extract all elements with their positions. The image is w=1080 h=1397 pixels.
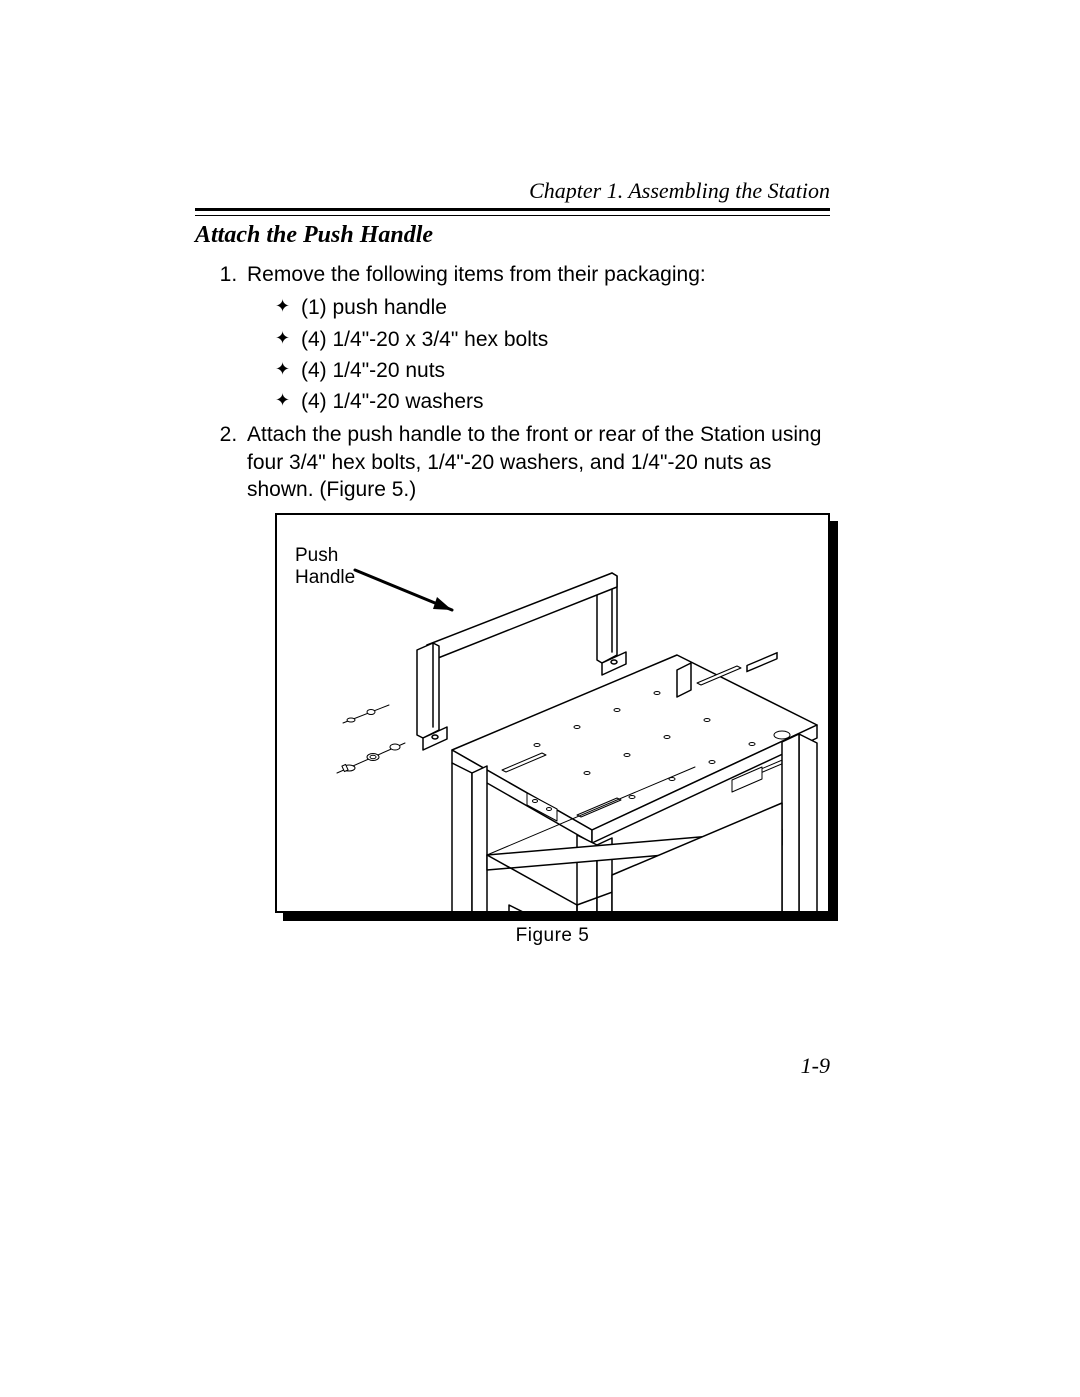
figure-frame: Push Handle bbox=[275, 513, 830, 913]
chapter-header: Chapter 1. Assembling the Station bbox=[195, 178, 830, 204]
step-1-items: (1) push handle (4) 1/4"-20 x 3/4" hex b… bbox=[275, 294, 830, 415]
step-2: Attach the push handle to the front or r… bbox=[243, 421, 830, 503]
step-1-text: Remove the following items from their pa… bbox=[247, 263, 706, 286]
section-title: Attach the Push Handle bbox=[195, 222, 830, 249]
step-1-item-3: (4) 1/4"-20 nuts bbox=[275, 357, 830, 384]
assembly-diagram bbox=[277, 515, 830, 913]
page-number: 1-9 bbox=[801, 1053, 830, 1079]
figure-container: Push Handle bbox=[275, 513, 830, 947]
step-list: Remove the following items from their pa… bbox=[243, 261, 830, 503]
header-rule bbox=[195, 208, 830, 216]
figure-caption: Figure 5 bbox=[275, 925, 830, 947]
step-1-item-4: (4) 1/4"-20 washers bbox=[275, 388, 830, 415]
step-1-item-2: (4) 1/4"-20 x 3/4" hex bolts bbox=[275, 326, 830, 353]
step-1: Remove the following items from their pa… bbox=[243, 261, 830, 415]
step-1-item-1: (1) push handle bbox=[275, 294, 830, 321]
figure-box: Push Handle bbox=[275, 513, 830, 913]
document-page: Chapter 1. Assembling the Station Attach… bbox=[0, 0, 1080, 1397]
step-2-text: Attach the push handle to the front or r… bbox=[247, 423, 821, 501]
